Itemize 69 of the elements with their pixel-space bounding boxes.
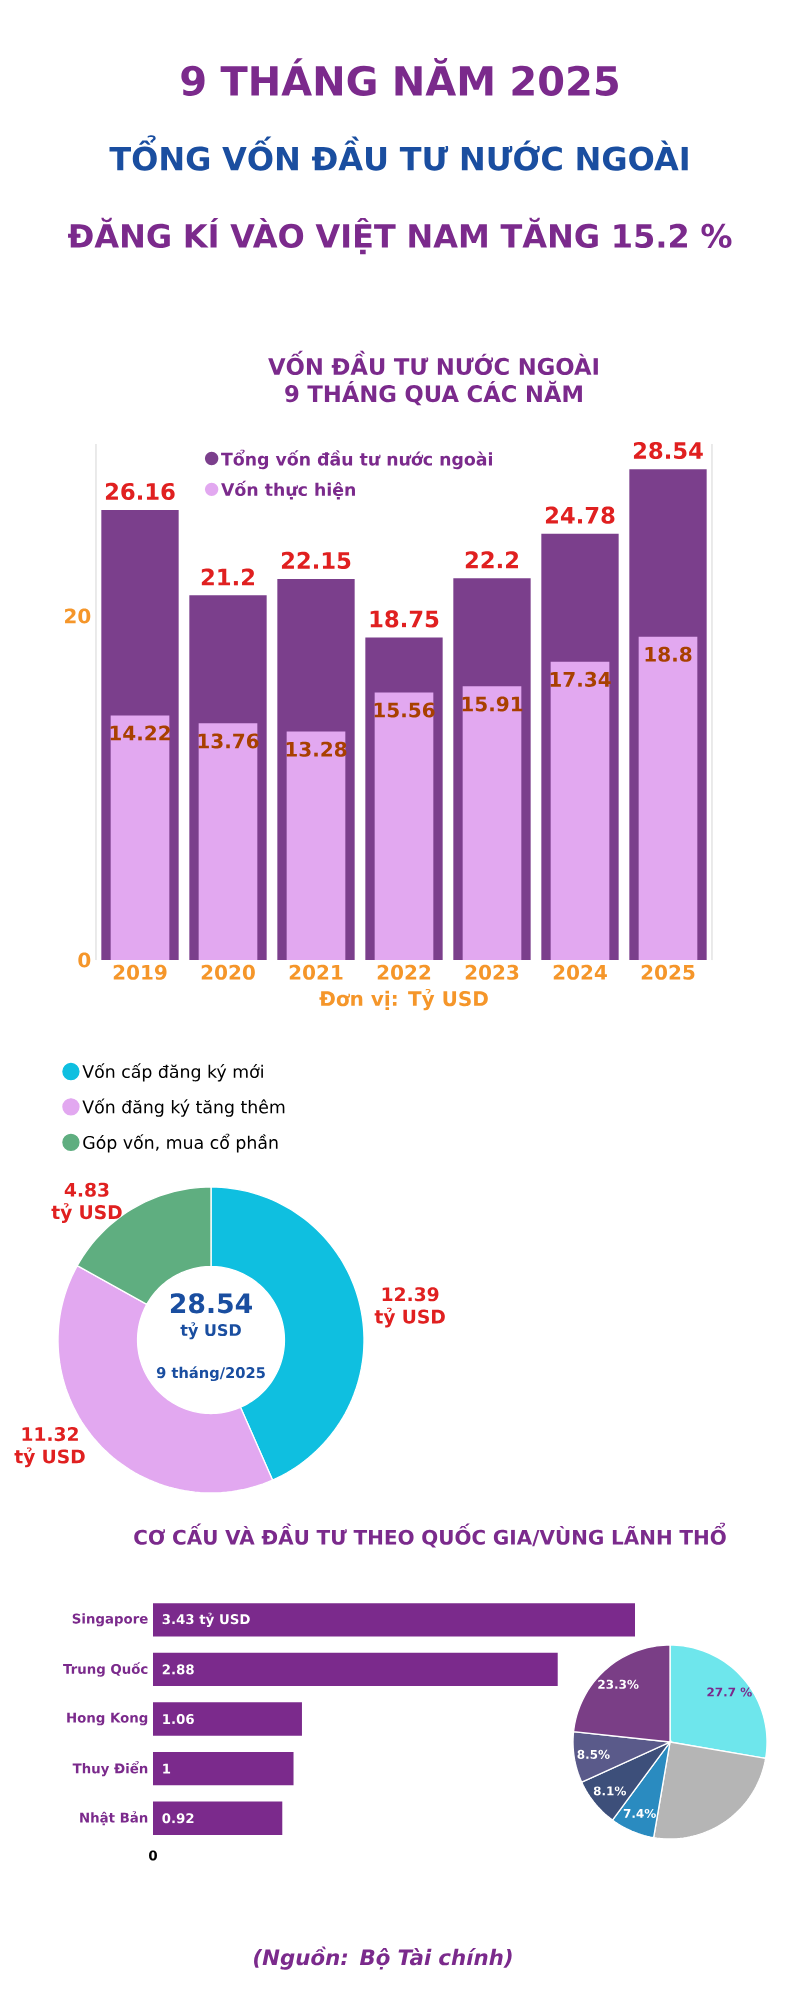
data-label: 21.2 xyxy=(201,568,254,586)
data-label: 12.39 tỷ USD xyxy=(374,1287,445,1328)
bar xyxy=(286,731,346,961)
data-label: 0.92 xyxy=(162,1813,194,1824)
data-label: 7.4% xyxy=(623,1808,656,1818)
data-label: 13.76 xyxy=(198,733,259,749)
data-label: 2.88 xyxy=(162,1664,194,1675)
text: 9 tháng/2025 xyxy=(156,1366,265,1382)
legend-label: Vốn đăng ký tăng thêm xyxy=(82,1098,285,1117)
y-tick-label: Singapore xyxy=(72,1613,148,1627)
data-label: 17.34 xyxy=(550,671,611,687)
x-tick-label: 2020 xyxy=(201,964,255,980)
data-label: 8.5% xyxy=(577,1749,610,1759)
bar xyxy=(374,692,434,961)
data-label: 11.32 tỷ USD xyxy=(14,1427,85,1468)
data-label: 18.8 xyxy=(645,646,692,662)
y-tick-label: Thuy Điển xyxy=(72,1761,148,1777)
text: 28.54 xyxy=(170,1293,252,1314)
data-label: 4.83 tỷ USD xyxy=(51,1182,122,1224)
data-label: 1.06 xyxy=(163,1713,194,1725)
data-label: 24.78 xyxy=(545,506,615,524)
data-label: 13.28 xyxy=(286,741,347,757)
data-label: 3.43 tỷ USD xyxy=(162,1612,250,1627)
text: tỷ USD xyxy=(180,1322,241,1340)
x-tick-label: 2021 xyxy=(289,964,343,980)
bar xyxy=(638,636,698,961)
x-axis-title: Đơn vị: Tỷ USD xyxy=(319,989,488,1011)
text: (Nguồn: Bộ Tài chính) xyxy=(254,1946,512,1970)
bar xyxy=(153,1751,294,1786)
y-tick-label: Nhật Bản xyxy=(80,1811,148,1826)
data-label: 22.2 xyxy=(465,551,518,569)
data-label: 23.3% xyxy=(598,1679,639,1689)
chart-title: CƠ CẤU VÀ ĐẦU TƯ THEO QUỐC GIA/VÙNG LÃNH THỔ xyxy=(134,1522,726,1548)
y-tick-label: 20 xyxy=(65,608,91,624)
bar xyxy=(153,1801,283,1835)
data-label: 27.7 % xyxy=(707,1687,752,1697)
bar xyxy=(153,1603,636,1637)
y-tick-label: Trung Quốc xyxy=(63,1662,148,1677)
legend-label: Vốn thực hiện xyxy=(221,480,355,500)
data-label: 8.1% xyxy=(593,1786,627,1796)
data-label: 28.54 xyxy=(633,441,703,460)
data-label: 26.16 xyxy=(105,482,175,501)
legend-label: Vốn cấp đăng ký mới xyxy=(82,1063,263,1082)
data-label: 14.22 xyxy=(110,725,170,741)
bar xyxy=(550,661,610,961)
y-tick-label: Hong Kong xyxy=(67,1712,148,1726)
legend-label: Góp vốn, mua cổ phần xyxy=(83,1133,278,1153)
text: ĐĂNG KÍ VÀO VIỆT NAM TĂNG 15.2 % xyxy=(68,217,732,255)
text: 9 THÁNG NĂM 2025 xyxy=(181,58,618,96)
data-label: 15.56 xyxy=(374,702,435,718)
bar xyxy=(153,1702,302,1736)
y-tick-label: 0 xyxy=(78,952,91,968)
data-label: 15.91 xyxy=(462,696,523,712)
bar xyxy=(198,723,258,961)
x-tick-label: 2022 xyxy=(377,964,431,980)
bar xyxy=(462,686,522,961)
text: TỔNG VỐN ĐẦU TƯ NƯỚC NGOÀI xyxy=(109,135,688,171)
bar xyxy=(110,715,170,961)
x-tick-label: 2023 xyxy=(465,964,519,980)
x-tick-label: 2025 xyxy=(641,964,695,980)
data-label: 22.15 xyxy=(281,551,351,569)
x-tick-label: 2024 xyxy=(553,964,607,980)
data-label: 1 xyxy=(163,1763,171,1774)
x-tick-label: 2019 xyxy=(113,964,167,980)
bar xyxy=(153,1652,558,1687)
legend-label: Tổng vốn đầu tư nước ngoài xyxy=(221,449,492,470)
chart-title: VỐN ĐẦU TƯ NƯỚC NGOÀI 9 THÁNG QUA CÁC NĂM xyxy=(268,350,598,406)
text: 0 xyxy=(149,1850,157,1861)
data-label: 18.75 xyxy=(370,610,439,628)
